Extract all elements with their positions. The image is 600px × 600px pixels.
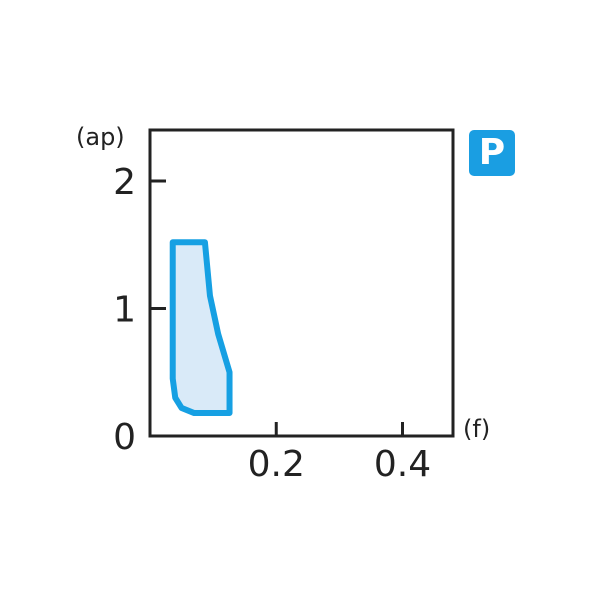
application-region (169, 239, 233, 417)
y-tick-label: 0 (113, 417, 136, 458)
x-axis-label: (f) (463, 415, 490, 443)
y-tick-label: 2 (113, 162, 136, 203)
plot-frame (148, 128, 455, 438)
grade-badge-p: P (469, 130, 515, 176)
x-tick-label: 0.4 (374, 444, 431, 485)
y-tick-label: 1 (113, 290, 136, 331)
y-axis-label: (ap) (76, 123, 125, 151)
x-tick-label: 0.2 (248, 444, 305, 485)
